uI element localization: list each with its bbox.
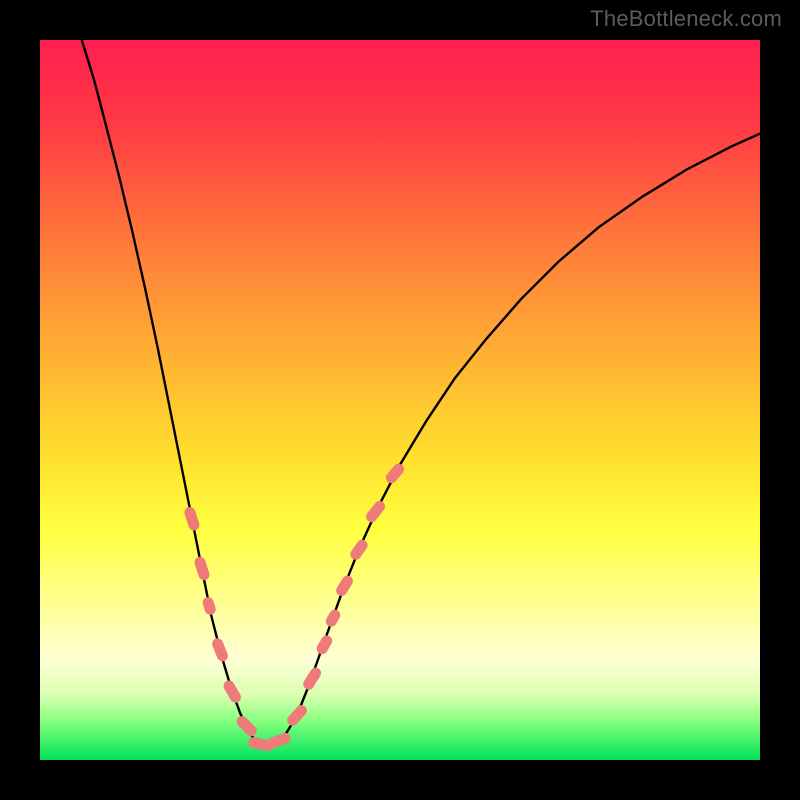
curve-marker [183, 506, 201, 532]
bottleneck-curve [82, 40, 760, 747]
curve-marker [301, 666, 323, 692]
curve-marker [315, 633, 335, 656]
curve-marker [234, 714, 259, 739]
curve-marker [324, 608, 343, 629]
curve-marker [384, 461, 407, 485]
curve-marker [201, 596, 217, 617]
curve-marker [334, 574, 355, 598]
curve-layer [40, 40, 760, 760]
curve-marker [221, 678, 243, 704]
curve-marker [210, 637, 229, 663]
curve-marker [285, 703, 309, 728]
marker-group [183, 461, 406, 752]
plot-area [40, 40, 760, 760]
curve-marker [348, 538, 370, 562]
curve-marker [266, 731, 292, 750]
curve-marker [364, 499, 387, 525]
curve-marker [193, 555, 211, 581]
watermark-text: TheBottleneck.com [590, 6, 782, 32]
